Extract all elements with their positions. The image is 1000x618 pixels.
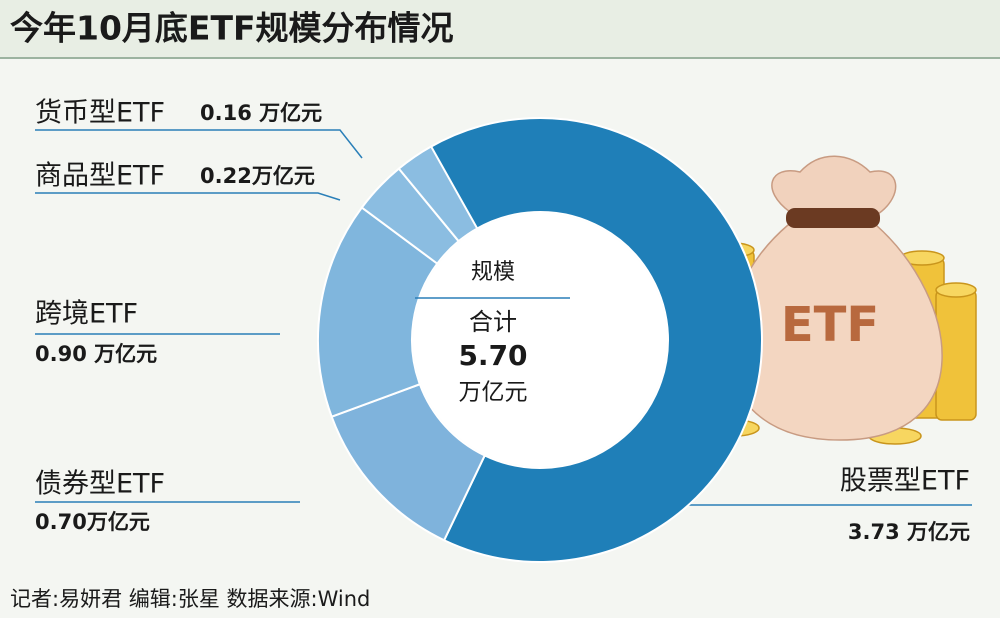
total-value: 5.70 — [458, 339, 527, 372]
value-label: 0.90 万亿元 — [35, 342, 157, 366]
chart-title: 今年10月底ETF规模分布情况 — [10, 9, 454, 48]
category-label: 股票型ETF — [840, 466, 970, 497]
title-bar — [0, 0, 1000, 58]
footer: 记者:易妍君 编辑:张星 数据来源:Wind — [10, 587, 370, 611]
category-label: 货币型ETF — [35, 98, 165, 129]
value-label: 0.22万亿元 — [200, 164, 315, 188]
leader-line — [35, 192, 341, 201]
value-label: 0.16 万亿元 — [200, 101, 322, 125]
donut — [317, 117, 763, 563]
value-label: 0.70万亿元 — [35, 510, 150, 534]
total-unit: 万亿元 — [459, 380, 528, 406]
bag-label: ETF — [781, 297, 879, 353]
category-label: 债券型ETF — [35, 469, 165, 500]
value-label: 3.73 万亿元 — [848, 520, 970, 544]
category-label: 跨境ETF — [35, 299, 138, 330]
donut-slice — [397, 145, 479, 243]
center-title: 规模 — [471, 260, 515, 285]
donut-hole — [413, 213, 667, 467]
leader-line — [35, 129, 363, 159]
category-label: 商品型ETF — [35, 161, 165, 192]
donut-slice — [427, 117, 763, 563]
total-name: 合计 — [469, 308, 517, 336]
